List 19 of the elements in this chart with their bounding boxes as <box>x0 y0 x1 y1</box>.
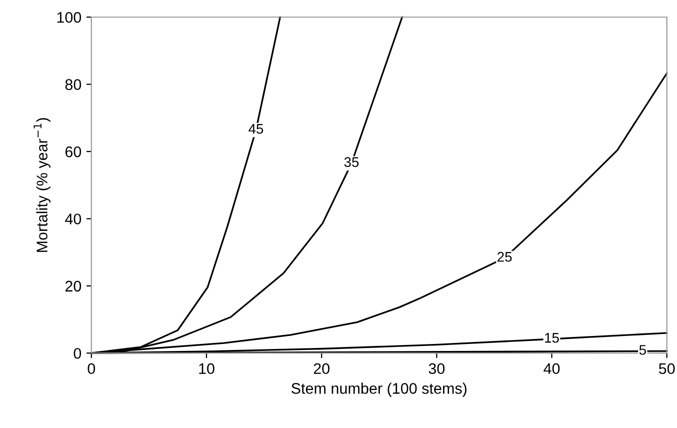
x-tick-label: 0 <box>88 363 96 374</box>
y-axis-title: Mortality (% year$^{−1}$) <box>34 118 50 252</box>
x-tick-label: 40 <box>544 363 560 374</box>
annotation: 5 <box>639 345 646 355</box>
y-tick-label: 80 <box>65 79 82 90</box>
annotation: 35 <box>344 157 359 167</box>
x-tick-label: 30 <box>428 363 445 374</box>
y-tick-label: 40 <box>65 214 82 224</box>
annotation: 45 <box>248 124 264 134</box>
y-tick-label: 20 <box>65 280 82 292</box>
y-tick-label: 100 <box>57 12 82 23</box>
y-tick-label: 60 <box>65 146 82 158</box>
annotation: 25 <box>498 252 512 262</box>
annotation: 15 <box>545 333 559 343</box>
x-tick-label: 10 <box>199 363 214 374</box>
y-tick-label: 0 <box>74 348 82 359</box>
x-axis-title: Stem number (100 stems) <box>292 382 466 397</box>
x-tick-label: 20 <box>314 363 330 374</box>
x-tick-label: 50 <box>658 363 675 374</box>
